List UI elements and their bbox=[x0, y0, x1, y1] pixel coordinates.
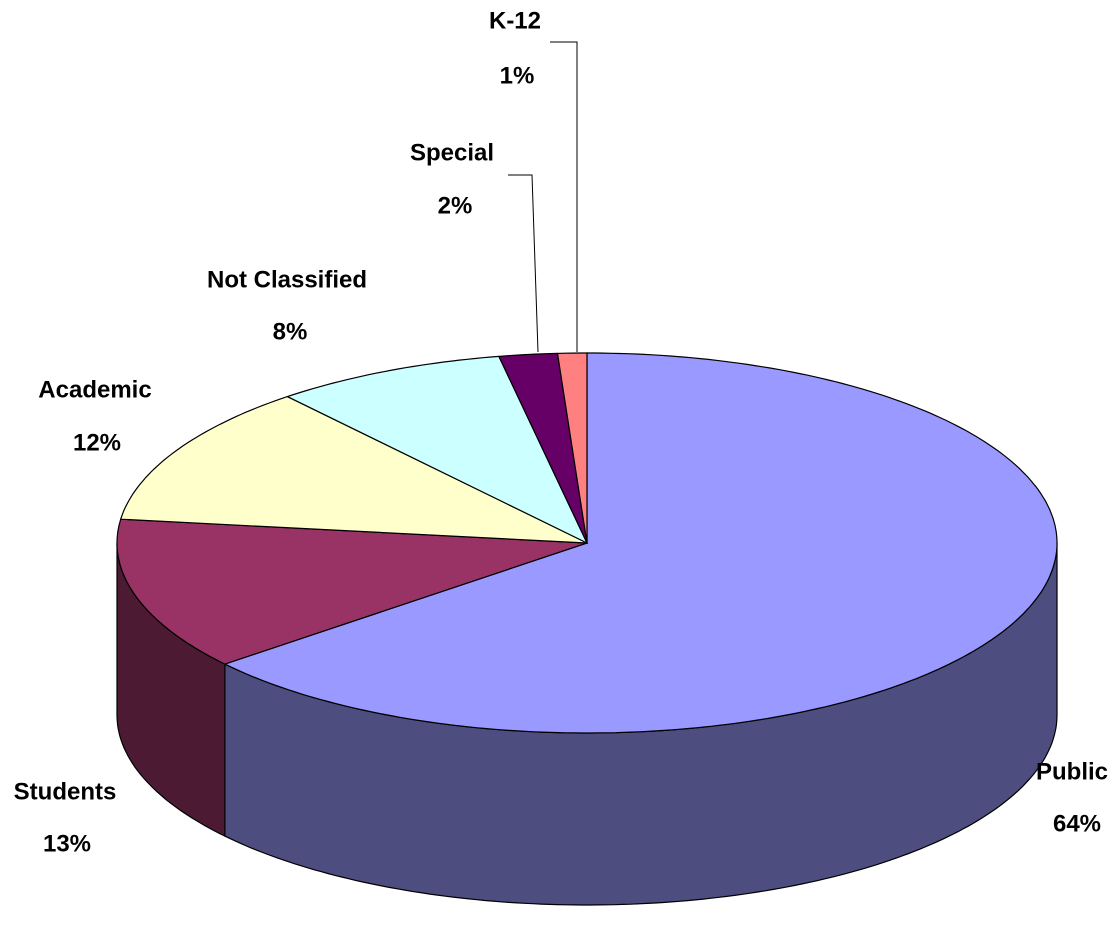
slice-label: Academic bbox=[38, 376, 151, 403]
slice-value-label: 12% bbox=[73, 429, 121, 456]
pie-slice bbox=[119, 395, 588, 544]
slice-value-label: 13% bbox=[43, 830, 91, 857]
leader-line bbox=[508, 174, 539, 353]
slice-label: Special bbox=[410, 139, 494, 166]
slice-label: Students bbox=[14, 778, 117, 805]
pie-slice bbox=[285, 355, 589, 545]
slice-label: Public bbox=[1036, 758, 1108, 785]
slice-label: Not Classified bbox=[207, 266, 367, 293]
slice-value-label: 1% bbox=[500, 62, 535, 89]
pie-slice bbox=[497, 352, 588, 544]
pie-slice bbox=[223, 352, 1058, 734]
slice-label: K-12 bbox=[489, 7, 541, 34]
pie-slice bbox=[556, 352, 588, 544]
pie-slice bbox=[116, 518, 588, 665]
slice-value-label: 8% bbox=[273, 318, 308, 345]
slice-value-label: 2% bbox=[438, 192, 473, 219]
slice-value-label: 64% bbox=[1053, 810, 1101, 837]
leader-line bbox=[550, 41, 578, 352]
